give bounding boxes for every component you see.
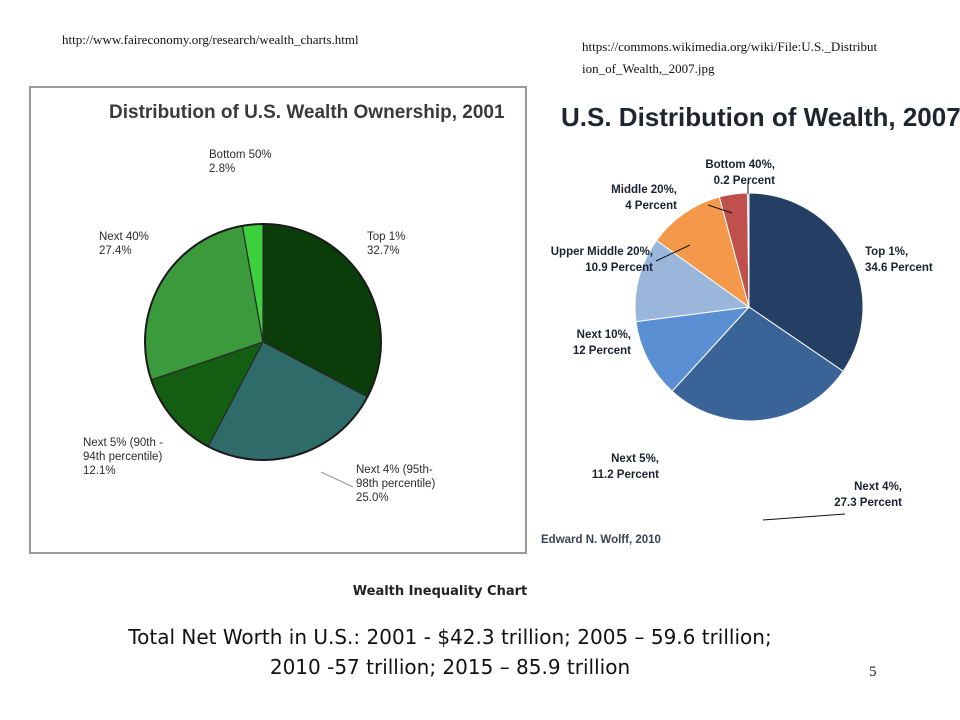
slice-label-line: Middle 20%, <box>611 184 677 196</box>
slice-label-line: 94th percentile) <box>83 451 162 463</box>
chart-2001-title: Distribution of U.S. Wealth Ownership, 2… <box>109 102 505 123</box>
slice-label-line: 25.0% <box>356 492 389 504</box>
slice-label: Next 4% (95th- 98th percentile) 25.0% <box>356 464 435 504</box>
pie-chart-2001: Distribution of U.S. Wealth Ownership, 2… <box>29 86 527 554</box>
page-number: 5 <box>869 664 877 680</box>
slice-label-line: 27.4% <box>99 245 132 257</box>
slice-label-line: 10.9 Percent <box>585 262 653 274</box>
right-source-url-line1: https://commons.wikimedia.org/wiki/File:… <box>582 39 878 54</box>
slice-label: Top 1%, 34.6 Percent <box>865 246 933 274</box>
pie-slice <box>748 192 864 372</box>
leader-line <box>655 244 691 262</box>
slice-label-line: 2.8% <box>209 163 235 175</box>
pie-2001-svg: Top 1% 32.7% Next 4% (95th- 98th percentile… <box>83 149 435 504</box>
net-worth-line2: 2010 -57 trillion; 2015 – 85.9 trillion <box>269 655 631 679</box>
right-source-url-line2: ion_of_Wealth,_2007.jpg <box>582 61 715 76</box>
slice-label: Next 4%, 27.3 Percent <box>834 481 902 509</box>
slice-label-line: Next 40% <box>99 231 149 243</box>
slice-label-line: Next 4% (95th- <box>356 464 433 476</box>
net-worth-text: Total Net Worth in U.S.: 2001 - $42.3 tr… <box>10 622 890 682</box>
slice-label-line: Next 4%, <box>854 481 902 493</box>
slice-label: Bottom 50% 2.8% <box>209 149 272 175</box>
chart-2007-title: U.S. Distribution of Wealth, 2007 <box>561 102 960 132</box>
slice-label: Next 40% 27.4% <box>99 231 149 257</box>
pie-slice <box>635 306 751 392</box>
pie-chart-2007: U.S. Distribution of Wealth, 2007 Top 1%… <box>527 90 960 560</box>
slice-label-line: 98th percentile) <box>356 478 435 490</box>
slice-label-line: Next 5%, <box>611 453 659 465</box>
slice-label-line: Next 5% (90th - <box>83 437 163 449</box>
slice-label-line: Upper Middle 20%, <box>551 246 653 258</box>
slice-label-line: 32.7% <box>367 245 400 257</box>
pie-slice <box>655 196 750 309</box>
slice-label-line: 34.6 Percent <box>865 262 933 274</box>
slice-label: Middle 20%, 4 Percent <box>611 184 677 212</box>
slice-label: Next 10%, 12 Percent <box>573 329 631 357</box>
chart-2007-credit: Edward N. Wolff, 2010 <box>541 534 661 546</box>
pie-slice <box>671 306 844 422</box>
slice-label-line: 27.3 Percent <box>834 497 902 509</box>
slice-label-line: Top 1% <box>367 231 405 243</box>
slice-label: Next 5%, 11.2 Percent <box>592 453 659 481</box>
slice-label: Next 5% (90th - 94th percentile) 12.1% <box>83 437 163 477</box>
leader-line <box>762 513 846 521</box>
slice-label-line: 0.2 Percent <box>714 175 776 187</box>
slice-label-line: Bottom 40%, <box>705 159 775 171</box>
slice-label-line: Top 1%, <box>865 246 908 258</box>
slice-label-line: Next 10%, <box>577 329 631 341</box>
leader-line <box>707 204 733 214</box>
slice-label: Bottom 40%, 0.2 Percent <box>705 159 775 187</box>
slice-label: Top 1% 32.7% <box>367 231 405 257</box>
pie-outline <box>144 223 382 461</box>
net-worth-line1: Total Net Worth in U.S.: 2001 - $42.3 tr… <box>128 625 772 649</box>
chart-caption: Wealth Inequality Chart <box>352 584 528 599</box>
slice-label-line: 12.1% <box>83 465 116 477</box>
left-source-url: http://www.faireconomy.org/research/weal… <box>62 32 359 47</box>
leader-line <box>320 471 354 488</box>
right-source-url: https://commons.wikimedia.org/wiki/File:… <box>582 36 952 80</box>
pie-slice <box>634 239 751 323</box>
slice-label-line: Bottom 50% <box>209 149 272 161</box>
slice-label-line: 4 Percent <box>625 200 677 212</box>
slice-label-line: 12 Percent <box>573 345 631 357</box>
slice-label-line: 11.2 Percent <box>592 469 659 481</box>
slice-label: Upper Middle 20%, 10.9 Percent <box>551 246 653 274</box>
